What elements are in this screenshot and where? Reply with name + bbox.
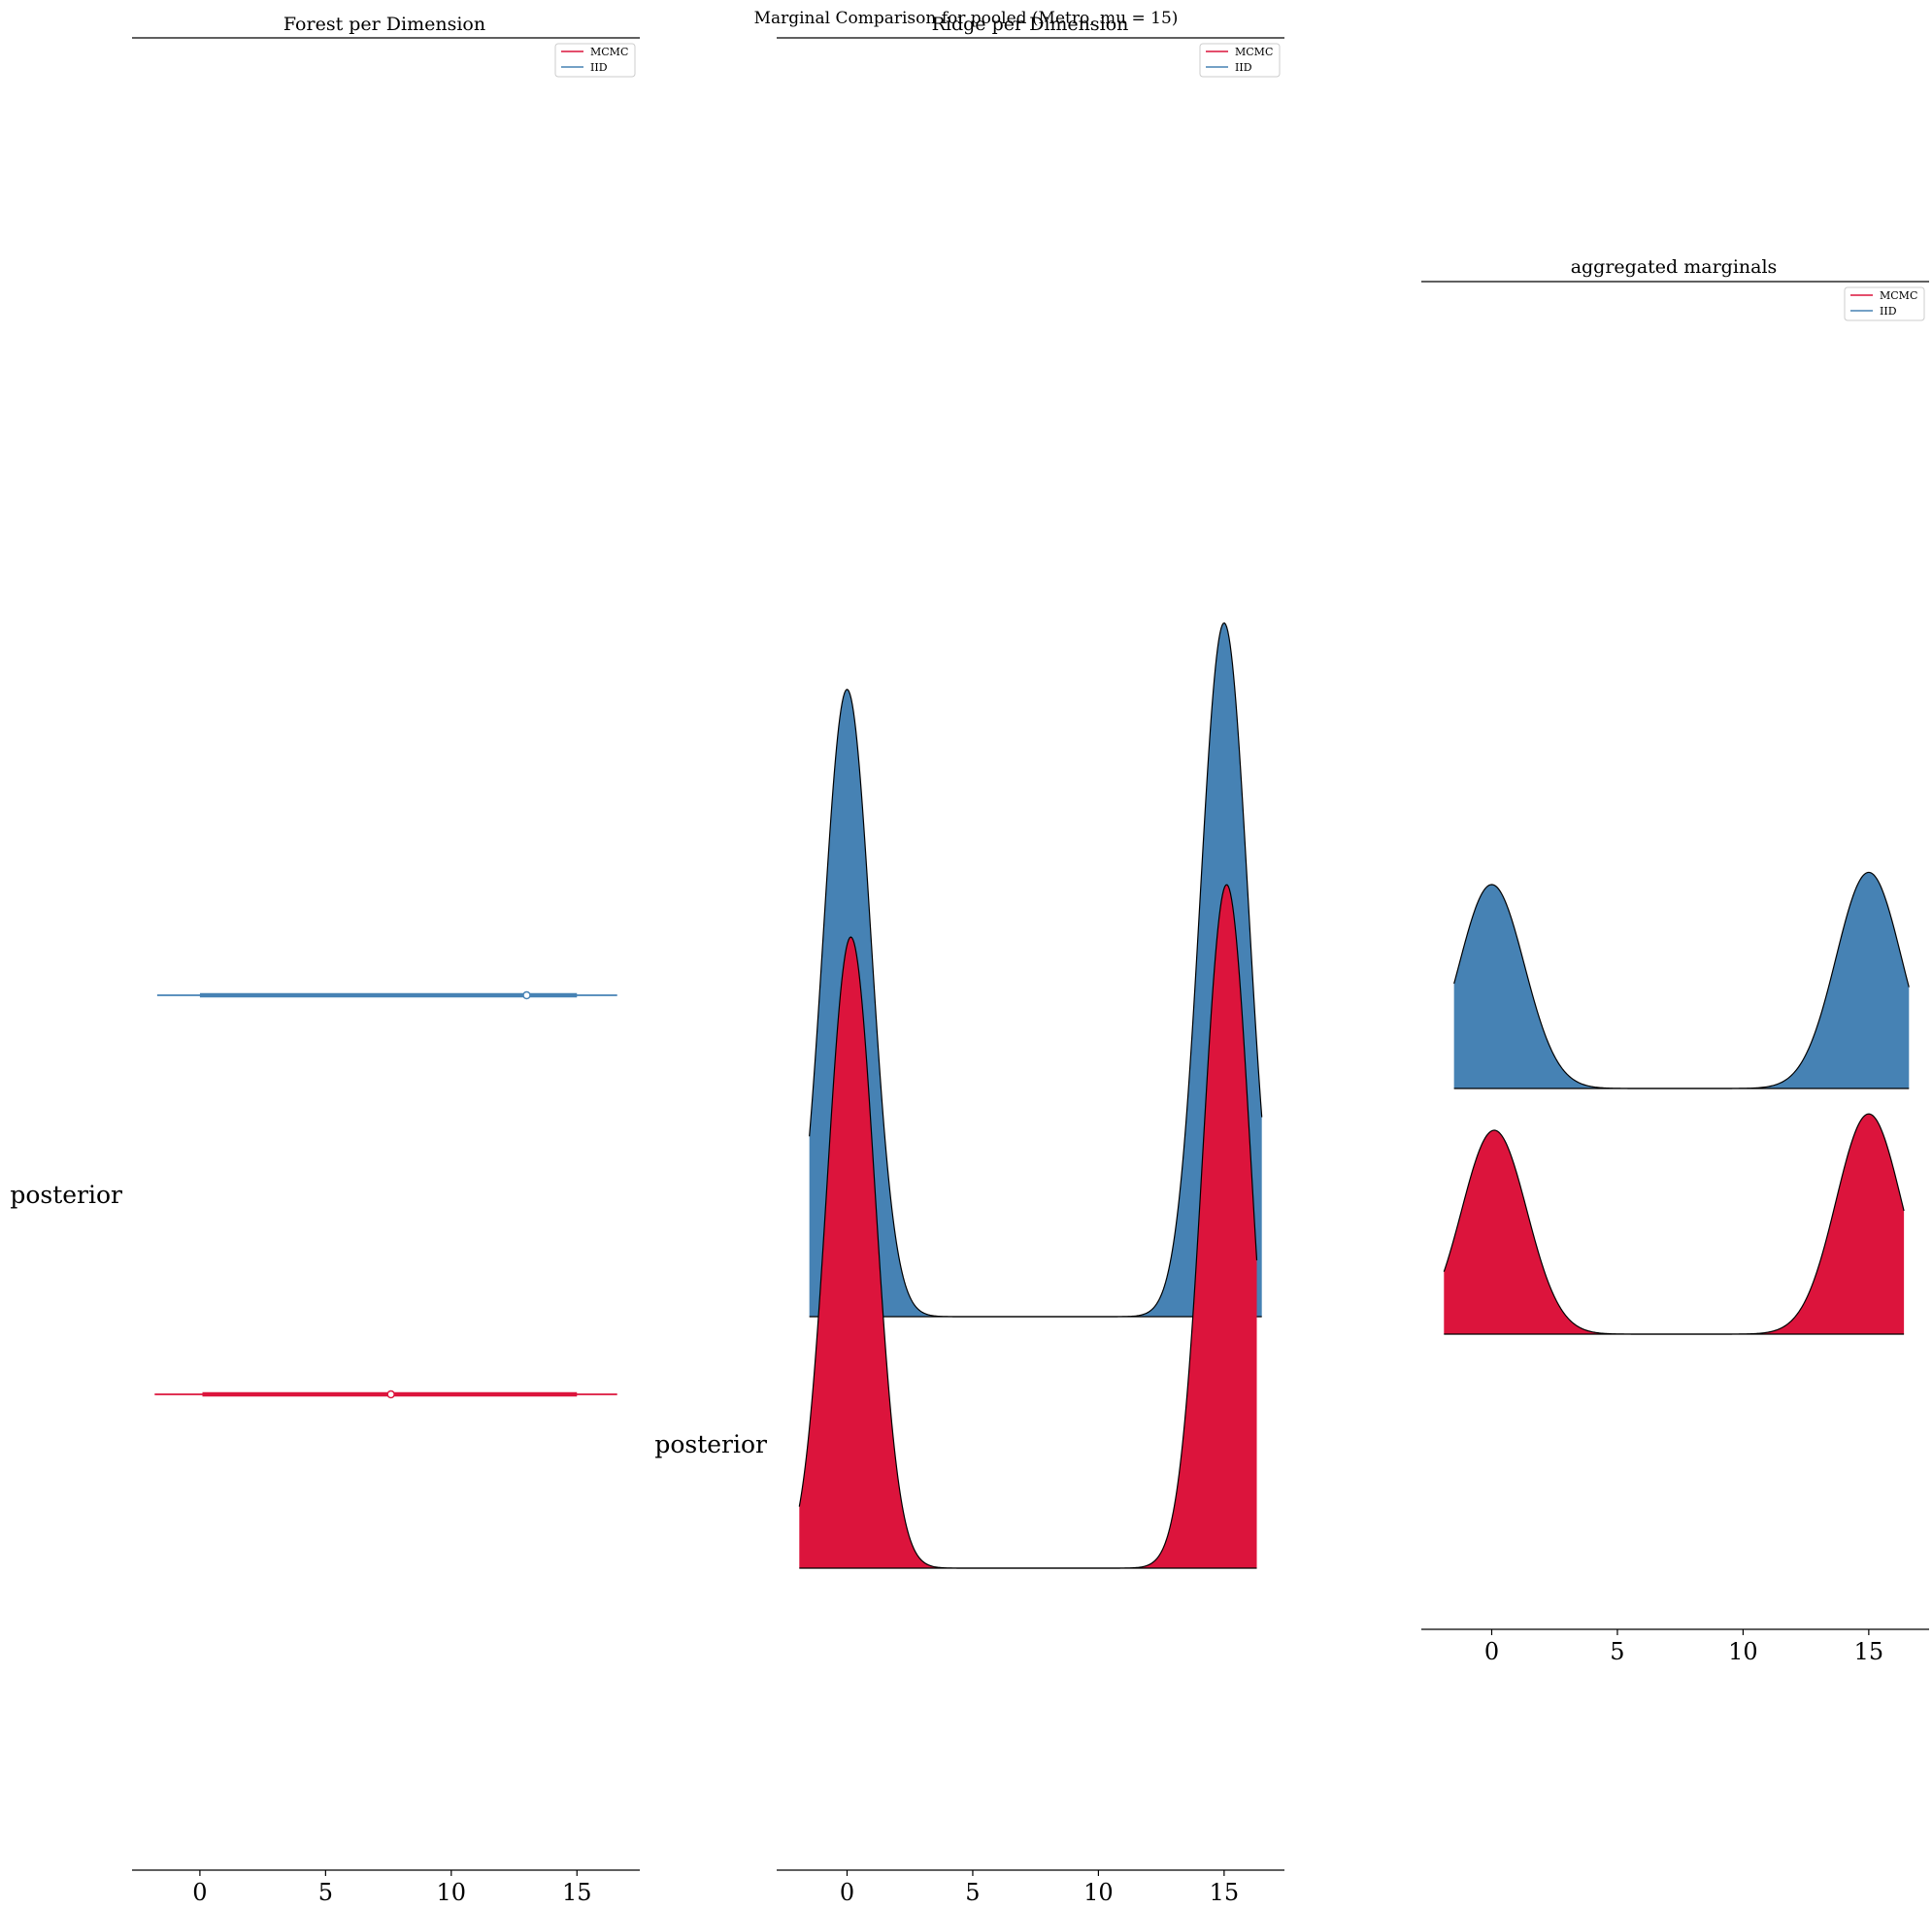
aggregated-title: aggregated marginals bbox=[1571, 256, 1778, 278]
forest-point-estimate bbox=[522, 990, 531, 1000]
x-tick-label: 15 bbox=[1210, 1879, 1240, 1906]
ridge-xticks: 0 5 10 15 bbox=[840, 1870, 1239, 1906]
x-tick-label: 15 bbox=[562, 1879, 592, 1906]
density-fill-iid bbox=[809, 622, 1262, 1317]
density-fill-iid bbox=[1453, 872, 1910, 1088]
ridge-marks bbox=[798, 621, 1263, 1569]
x-tick-label: 5 bbox=[1610, 1638, 1624, 1665]
forest-point-estimate bbox=[386, 1389, 395, 1399]
legend-mcmc-label: MCMC bbox=[590, 46, 628, 58]
ridge-title: Ridge per Dimension bbox=[932, 14, 1129, 35]
forest-marks bbox=[154, 990, 617, 1399]
aggregated-marks bbox=[1443, 871, 1910, 1335]
legend-mcmc-label: MCMC bbox=[1880, 289, 1917, 302]
x-tick-label: 10 bbox=[437, 1879, 467, 1906]
panel-aggregated: aggregated marginals 0 5 10 15 MCMC IID bbox=[1421, 256, 1929, 1665]
x-tick-label: 5 bbox=[965, 1879, 980, 1906]
density-fill-mcmc bbox=[799, 885, 1257, 1568]
legend-iid-label: IID bbox=[1880, 305, 1897, 318]
x-tick-label: 0 bbox=[840, 1879, 854, 1906]
forest-title: Forest per Dimension bbox=[283, 14, 485, 35]
x-tick-label: 10 bbox=[1083, 1879, 1114, 1906]
forest-ytick-label: posterior bbox=[10, 1181, 122, 1209]
density-fill-mcmc bbox=[1444, 1114, 1905, 1334]
x-tick-label: 5 bbox=[318, 1879, 333, 1906]
aggregated-legend: MCMC IID bbox=[1844, 286, 1925, 321]
aggregated-xticks: 0 5 10 15 bbox=[1484, 1629, 1883, 1665]
x-tick-label: 15 bbox=[1854, 1638, 1884, 1665]
suptitle: Marginal Comparison for pooled (Metro, m… bbox=[754, 9, 1179, 28]
x-tick-label: 0 bbox=[192, 1879, 207, 1906]
forest-legend: MCMC IID bbox=[554, 43, 636, 78]
legend-iid-label: IID bbox=[590, 61, 608, 74]
legend-iid-label: IID bbox=[1235, 61, 1252, 74]
forest-xticks: 0 5 10 15 bbox=[192, 1870, 592, 1906]
panel-forest: Forest per Dimension posterior 0 5 10 15 MC… bbox=[10, 14, 640, 1906]
ridge-legend: MCMC IID bbox=[1199, 43, 1281, 78]
panel-ridge: posterior 0 5 10 15 MCMC IID Ridge per Dime… bbox=[654, 14, 1284, 1906]
x-tick-label: 10 bbox=[1728, 1638, 1758, 1665]
legend-mcmc-label: MCMC bbox=[1235, 46, 1273, 58]
x-tick-label: 0 bbox=[1484, 1638, 1499, 1665]
ridge-ytick-label: posterior bbox=[654, 1430, 767, 1458]
